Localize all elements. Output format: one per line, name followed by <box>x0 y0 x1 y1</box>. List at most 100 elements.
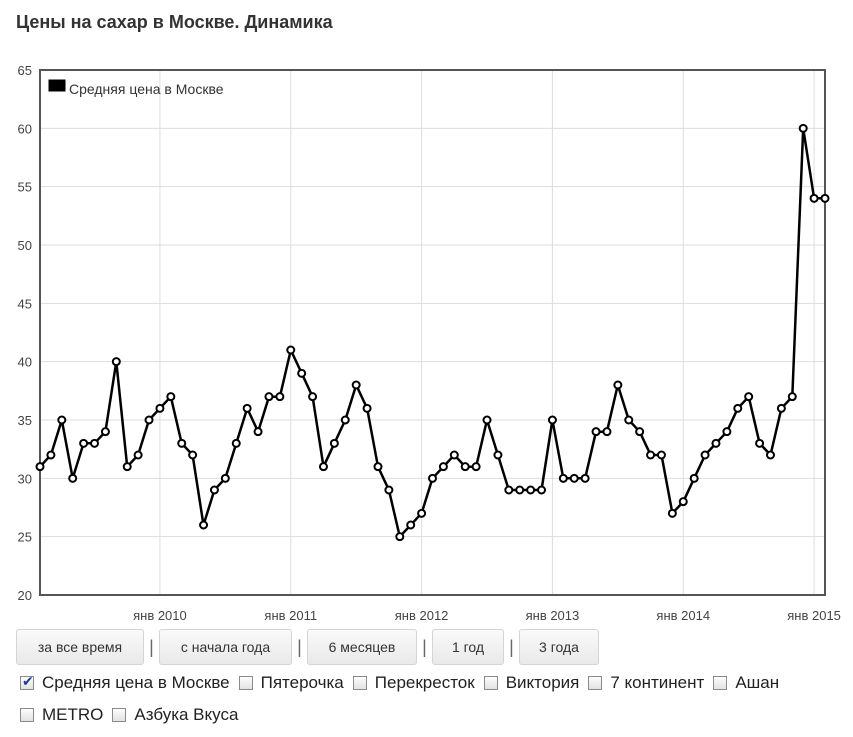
separator: | <box>422 636 427 657</box>
checkbox[interactable] <box>713 676 728 690</box>
data-point <box>591 427 601 437</box>
y-tick-label: 30 <box>18 471 32 486</box>
data-point <box>329 438 339 448</box>
data-point <box>624 415 634 425</box>
y-tick-label: 50 <box>18 238 32 253</box>
filter-perekrestok[interactable]: Перекресток <box>352 672 475 694</box>
data-point <box>428 473 437 483</box>
data-point <box>144 415 154 425</box>
y-tick-label: 20 <box>18 588 32 603</box>
data-point <box>177 438 187 448</box>
data-point <box>689 473 699 483</box>
legend-swatch <box>48 79 66 92</box>
x-tick-label: янв 2013 <box>526 608 580 623</box>
data-point <box>209 485 219 495</box>
data-point <box>482 415 492 425</box>
data-point <box>242 403 252 413</box>
checkbox[interactable] <box>112 708 127 722</box>
y-tick-label: 45 <box>18 296 32 311</box>
data-point <box>667 508 677 518</box>
data-point <box>406 520 416 530</box>
filter-azbuka-vkusa[interactable]: Азбука Вкуса <box>112 704 238 726</box>
checkbox[interactable] <box>20 708 34 722</box>
data-point <box>318 462 328 472</box>
data-point <box>133 450 143 460</box>
separator: | <box>297 636 302 657</box>
data-point <box>384 485 394 495</box>
checkbox[interactable] <box>483 676 498 690</box>
data-point <box>449 450 459 460</box>
data-point <box>820 193 830 203</box>
data-point <box>580 473 590 483</box>
checkbox[interactable] <box>20 673 34 690</box>
x-tick-label: янв 2010 <box>133 608 187 623</box>
checkbox[interactable] <box>238 676 253 690</box>
filter-average-moscow[interactable]: Средняя цена в Москве <box>20 672 230 694</box>
data-point <box>90 438 100 448</box>
filter-pyaterochka[interactable]: Пятерочка <box>238 672 344 694</box>
separator: | <box>509 636 514 657</box>
x-tick-label: янв 2011 <box>264 608 317 623</box>
data-point <box>166 392 176 402</box>
data-point <box>460 462 470 472</box>
data-point <box>417 508 427 518</box>
data-point <box>46 450 56 460</box>
range-6-months-button[interactable]: 6 месяцев <box>307 629 417 665</box>
filter-auchan[interactable]: Ашан <box>713 672 779 694</box>
data-point <box>286 345 296 355</box>
data-point <box>471 462 481 472</box>
data-point <box>438 462 448 472</box>
range-1-year-button[interactable]: 1 год <box>432 629 504 665</box>
filter-metro[interactable]: METRO <box>20 704 103 726</box>
range-all-time-button[interactable]: за все время <box>16 629 144 665</box>
data-point <box>733 403 743 413</box>
filter-7-kontinent[interactable]: 7 континент <box>588 672 704 694</box>
x-tick-label: янв 2015 <box>787 608 841 623</box>
data-point <box>122 462 132 472</box>
range-3-years-button[interactable]: 3 года <box>519 629 599 665</box>
data-point <box>504 485 514 495</box>
data-point <box>755 438 765 448</box>
store-filter-list: Средняя цена в Москве Пятерочка Перекрес… <box>20 672 840 726</box>
data-point <box>111 357 121 367</box>
data-point <box>678 497 688 507</box>
data-point <box>558 473 568 483</box>
data-point <box>493 450 503 460</box>
data-point <box>569 473 579 483</box>
separator: | <box>149 636 154 657</box>
data-point <box>809 193 819 203</box>
plot-frame <box>39 69 826 596</box>
data-point <box>776 403 786 413</box>
data-point <box>231 438 241 448</box>
y-tick-label: 25 <box>18 530 32 545</box>
y-tick-label: 60 <box>18 121 32 136</box>
data-point <box>199 520 209 530</box>
data-point <box>220 473 230 483</box>
data-point <box>646 450 656 460</box>
data-point <box>537 485 547 495</box>
data-point <box>362 403 372 413</box>
data-point <box>297 368 307 378</box>
data-point <box>351 380 361 390</box>
data-point <box>602 427 612 437</box>
data-point <box>340 415 350 425</box>
filter-viktoria[interactable]: Виктория <box>483 672 579 694</box>
data-point <box>68 473 78 483</box>
range-ytd-button[interactable]: с начала года <box>159 629 292 665</box>
data-point <box>700 450 710 460</box>
legend-label: Средняя цена в Москве <box>69 81 224 97</box>
checkbox[interactable] <box>352 676 367 690</box>
data-point <box>264 392 274 402</box>
data-point <box>765 450 775 460</box>
data-point <box>79 438 89 448</box>
data-point <box>275 392 285 402</box>
data-point <box>798 123 808 133</box>
data-point <box>656 450 666 460</box>
checkbox[interactable] <box>588 676 603 690</box>
data-point <box>547 415 557 425</box>
data-point <box>613 380 623 390</box>
data-point <box>722 427 732 437</box>
x-tick-label: янв 2012 <box>395 608 449 623</box>
data-point <box>188 450 198 460</box>
y-tick-label: 40 <box>18 355 32 370</box>
